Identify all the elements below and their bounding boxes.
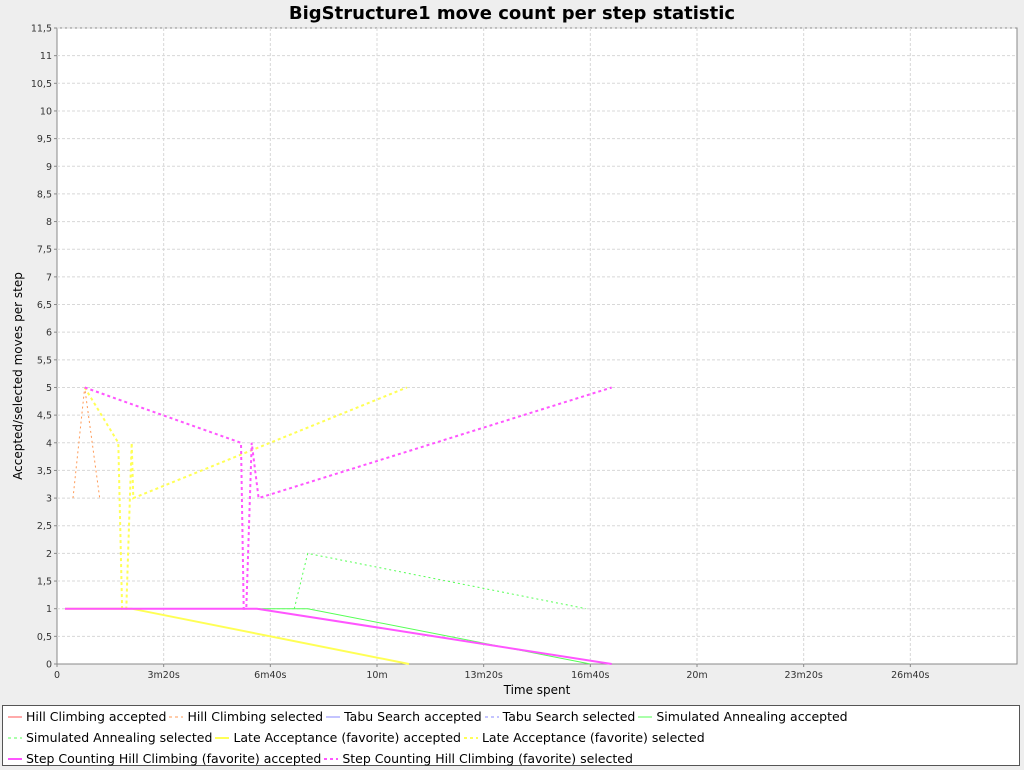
x-tick-label: 16m40s xyxy=(571,670,609,681)
legend-item: Step Counting Hill Climbing (favorite) a… xyxy=(7,749,321,769)
legend-label: Late Acceptance (favorite) selected xyxy=(481,730,705,745)
y-tick-label: 5,5 xyxy=(37,355,52,366)
x-tick-label: 13m20s xyxy=(464,670,502,681)
x-tick-label: 20m xyxy=(686,670,707,681)
y-axis-ticks: 00,511,522,533,544,555,566,577,588,599,5… xyxy=(31,24,57,671)
y-tick-label: 10,5 xyxy=(31,79,52,90)
legend-item: Simulated Annealing selected xyxy=(7,728,212,748)
y-tick-label: 9 xyxy=(46,162,52,173)
legend-swatch xyxy=(324,758,339,760)
legend-swatch xyxy=(215,737,230,739)
y-tick-label: 0,5 xyxy=(37,632,52,643)
legend-swatch xyxy=(169,716,184,718)
legend-item: Late Acceptance (favorite) selected xyxy=(463,728,705,748)
legend-swatch xyxy=(8,737,22,739)
legend-swatch xyxy=(463,737,478,739)
y-tick-label: 2,5 xyxy=(37,521,52,532)
y-tick-label: 3 xyxy=(46,494,52,505)
series-layer xyxy=(65,386,612,665)
legend-label: Step Counting Hill Climbing (favorite) a… xyxy=(26,751,322,766)
y-tick-label: 10 xyxy=(40,106,52,117)
y-tick-label: 11,5 xyxy=(31,24,52,35)
x-tick-label: 6m40s xyxy=(254,670,286,681)
legend-swatch xyxy=(8,758,22,760)
legend-item: Tabu Search accepted xyxy=(325,707,482,727)
y-tick-label: 5 xyxy=(46,383,52,394)
y-tick-label: 9,5 xyxy=(37,134,52,145)
series-line xyxy=(65,607,612,665)
x-tick-label: 10m xyxy=(366,670,387,681)
x-tick-label: 26m40s xyxy=(891,670,929,681)
legend-swatch xyxy=(326,716,341,718)
y-tick-label: 4 xyxy=(46,438,52,449)
legend-swatch xyxy=(8,716,22,718)
chart: BigStructure1 move count per step statis… xyxy=(11,3,1018,697)
y-tick-label: 1,5 xyxy=(37,577,52,588)
y-tick-label: 3,5 xyxy=(37,466,52,477)
y-tick-label: 7,5 xyxy=(37,245,52,256)
x-axis-ticks: 0 3m20s 6m40s 10m 13m20s 16m40s 20m 23m20s 26m40… xyxy=(54,664,930,681)
legend-label: Late Acceptance (favorite) accepted xyxy=(233,730,461,745)
legend-item: Hill Climbing accepted xyxy=(7,707,166,727)
legend-label: Hill Climbing accepted xyxy=(26,709,167,724)
x-grid xyxy=(163,28,911,664)
chart-title: BigStructure1 move count per step statis… xyxy=(289,3,735,24)
x-tick-label: 3m20s xyxy=(147,670,179,681)
plot-area xyxy=(56,27,1018,665)
y-tick-label: 6 xyxy=(46,328,52,339)
y-tick-label: 6,5 xyxy=(37,300,52,311)
y-grid xyxy=(57,27,1017,637)
series-line xyxy=(293,552,587,610)
legend-label: Tabu Search selected xyxy=(502,709,636,724)
legend-item: Tabu Search selected xyxy=(484,707,636,727)
legend-label: Tabu Search accepted xyxy=(344,709,482,724)
legend-swatch xyxy=(638,716,653,718)
legend-item: Step Counting Hill Climbing (favorite) s… xyxy=(323,749,633,769)
x-tick-label: 0 xyxy=(54,670,60,681)
y-tick-label: 7 xyxy=(46,272,52,283)
legend-item: Hill Climbing selected xyxy=(168,707,323,727)
legend-label: Simulated Annealing accepted xyxy=(656,709,848,724)
legend-item: Late Acceptance (favorite) accepted xyxy=(214,728,461,748)
x-axis-label: Time spent xyxy=(503,683,571,697)
legend-label: Step Counting Hill Climbing (favorite) s… xyxy=(342,751,633,766)
y-tick-label: 0 xyxy=(46,660,52,671)
y-tick-label: 2 xyxy=(46,549,52,560)
y-tick-label: 8,5 xyxy=(37,189,52,200)
y-axis-label: Accepted/selected moves per step xyxy=(11,272,25,480)
legend-item: Simulated Annealing accepted xyxy=(637,707,848,727)
chart-legend: Hill Climbing accepted Hill Climbing sele… xyxy=(2,705,1020,766)
y-tick-label: 11 xyxy=(40,51,52,62)
legend-label: Simulated Annealing selected xyxy=(26,730,213,745)
legend-swatch xyxy=(484,716,499,718)
x-tick-label: 23m20s xyxy=(784,670,822,681)
legend-label: Hill Climbing selected xyxy=(187,709,324,724)
y-tick-label: 1 xyxy=(46,604,52,615)
y-tick-label: 8 xyxy=(46,217,52,228)
y-tick-label: 4,5 xyxy=(37,411,52,422)
